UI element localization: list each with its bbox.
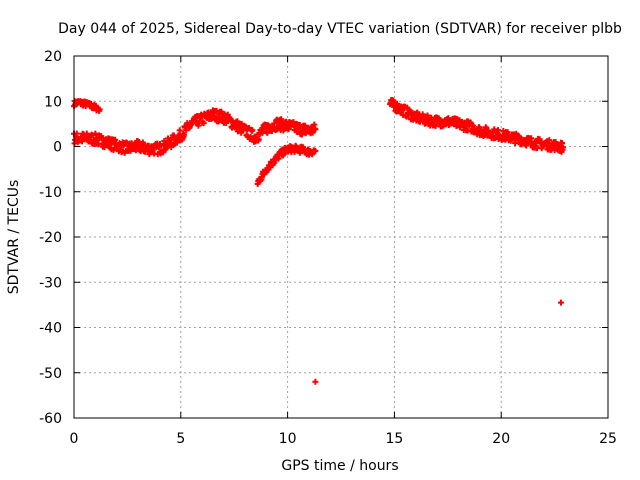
chart-title: Day 044 of 2025, Sidereal Day-to-day VTE… <box>58 21 622 37</box>
y-tick-label: 0 <box>53 140 62 156</box>
y-tick-label: -10 <box>39 185 62 201</box>
data-point <box>302 123 309 130</box>
data-point <box>469 122 476 129</box>
data-point <box>312 378 319 385</box>
data-point <box>432 123 439 130</box>
data-point <box>264 129 271 136</box>
data-point <box>312 148 319 155</box>
x-tick-labels: 0 5 10 15 20 25 <box>70 431 617 447</box>
data-point <box>494 127 501 134</box>
data-point <box>98 134 105 141</box>
data-point <box>121 149 128 156</box>
x-tick-label: 20 <box>492 431 510 447</box>
data-point <box>176 127 183 134</box>
data-point <box>278 116 285 123</box>
data-point <box>234 128 241 135</box>
data-point <box>96 106 103 113</box>
x-tick-label: 15 <box>385 431 403 447</box>
data-point <box>133 145 140 152</box>
data-point <box>156 140 163 147</box>
data-point <box>528 135 535 142</box>
plot-frame <box>73 55 609 419</box>
data-point <box>560 144 567 151</box>
y-axis-label: SDTVAR / TECUs <box>6 180 22 295</box>
data-point <box>249 127 256 134</box>
data-point <box>299 131 306 138</box>
y-tick-label: 20 <box>44 49 62 65</box>
data-point <box>200 120 207 127</box>
y-tick-label: -60 <box>39 411 62 427</box>
data-point <box>559 140 566 147</box>
y-tick-label: -40 <box>39 321 62 337</box>
data-point <box>92 130 99 137</box>
data-marks <box>71 96 567 385</box>
y-tick-label: -30 <box>39 275 62 291</box>
x-axis-label: GPS time / hours <box>281 458 398 474</box>
data-point <box>183 127 190 134</box>
y-tick-label: -20 <box>39 230 62 246</box>
x-tick-label: 0 <box>70 431 79 447</box>
y-tick-label: 10 <box>44 94 62 110</box>
grid <box>74 56 608 418</box>
data-point <box>546 137 553 144</box>
data-point <box>255 136 262 143</box>
y-tick-label: -50 <box>39 366 62 382</box>
data-point <box>181 131 188 138</box>
data-point <box>523 142 530 149</box>
y-tick-labels: 20 10 0 -10 -20 -30 -40 -50 -60 <box>39 49 62 427</box>
data-point <box>312 126 319 133</box>
x-tick-label: 5 <box>176 431 185 447</box>
x-tick-label: 10 <box>279 431 297 447</box>
x-tick-label: 25 <box>599 431 617 447</box>
data-point <box>139 139 146 146</box>
data-point <box>419 111 426 118</box>
data-point <box>558 299 565 306</box>
data-point <box>271 120 278 127</box>
